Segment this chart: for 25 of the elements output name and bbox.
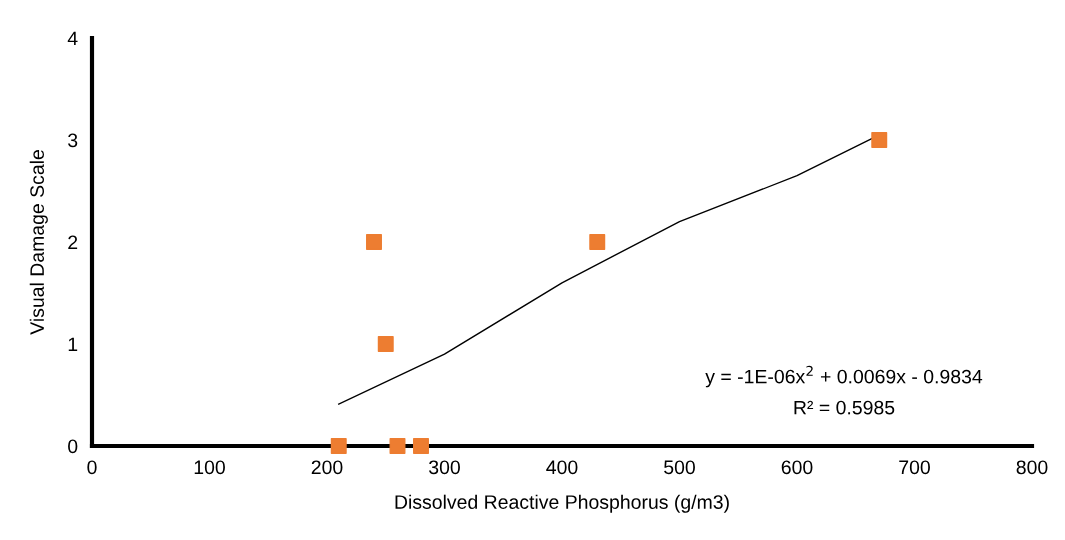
x-axis-title: Dissolved Reactive Phosphorus (g/m3) xyxy=(395,494,729,513)
point xyxy=(377,336,394,352)
point xyxy=(366,234,382,250)
x-tick-label: 200 xyxy=(311,460,343,475)
x-tick-label: 300 xyxy=(429,460,460,475)
x-tick-label: 800 xyxy=(1016,460,1048,475)
y-tick-label: 1 xyxy=(68,337,78,352)
x-tick-label: 0 xyxy=(87,460,97,475)
y-tick-label: 3 xyxy=(68,133,78,148)
x-tick-label: 700 xyxy=(899,460,930,475)
x-tick-label: 500 xyxy=(664,460,695,475)
x-tick-label: 100 xyxy=(194,460,225,475)
y-tick-label: 2 xyxy=(68,235,78,250)
annotation: y = -1E-06x$^{2}$ + 0.0069x - 0.9834 xyxy=(705,365,983,388)
y-tick-label: 0 xyxy=(68,439,78,454)
x-tick-label: 400 xyxy=(546,460,578,475)
x-tick-label: 600 xyxy=(781,460,813,475)
annotation: R² = 0.5985 xyxy=(794,400,895,415)
point xyxy=(389,438,406,454)
point xyxy=(589,234,606,250)
point xyxy=(413,438,429,454)
y-tick-label: 4 xyxy=(67,31,78,46)
point xyxy=(871,132,888,148)
y-axis-title: Visual Damage Scale xyxy=(29,150,48,335)
point xyxy=(330,438,347,454)
